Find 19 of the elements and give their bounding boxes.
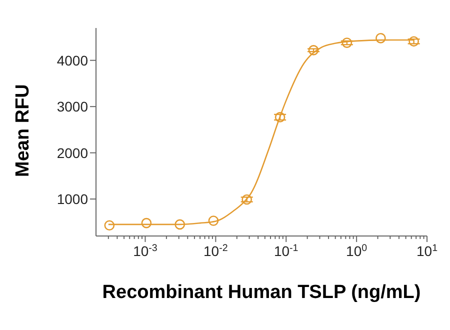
x-tick-label: 10$^{0}$ (346, 242, 368, 259)
y-tick-label: 2000 (56, 144, 88, 161)
y-tick-label: 4000 (56, 52, 88, 68)
point (376, 33, 386, 44)
y-tick-label: 1000 (56, 190, 88, 207)
point (242, 194, 252, 205)
point (308, 45, 319, 56)
point (408, 36, 419, 47)
y-tick-label: 3000 (56, 98, 88, 115)
x-axis-title: Recombinant Human TSLP (ng/mL) (102, 282, 421, 303)
y-axis-title: Mean RFU (12, 84, 34, 177)
x-tick-label: 10$^{-2}$ (204, 242, 228, 259)
point (141, 218, 152, 228)
x-tick-label: 10$^{-1}$ (274, 242, 298, 259)
point (208, 216, 219, 226)
x-tick-label: 10$^{-3}$ (133, 242, 158, 259)
point (342, 38, 352, 48)
x-tick-label: 10$^{1}$ (416, 242, 438, 259)
point (174, 219, 186, 230)
